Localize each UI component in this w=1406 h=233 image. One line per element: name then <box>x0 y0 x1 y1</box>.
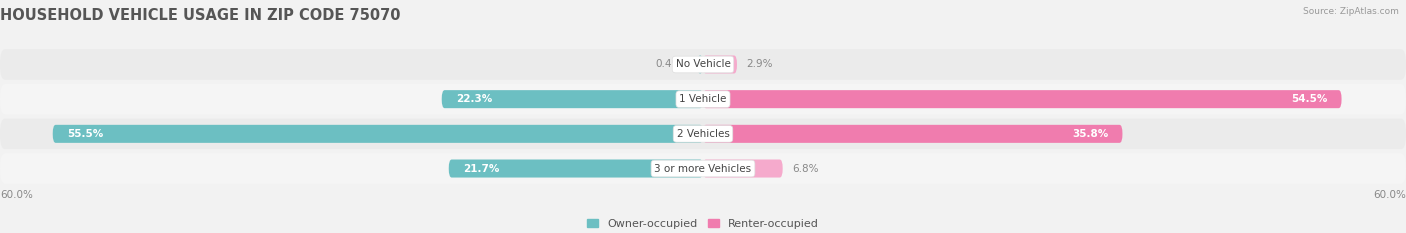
Text: 54.5%: 54.5% <box>1291 94 1327 104</box>
FancyBboxPatch shape <box>697 55 703 73</box>
Text: 21.7%: 21.7% <box>463 164 499 174</box>
Text: 55.5%: 55.5% <box>67 129 103 139</box>
Text: 3 or more Vehicles: 3 or more Vehicles <box>654 164 752 174</box>
FancyBboxPatch shape <box>441 90 703 108</box>
Text: HOUSEHOLD VEHICLE USAGE IN ZIP CODE 75070: HOUSEHOLD VEHICLE USAGE IN ZIP CODE 7507… <box>0 8 401 23</box>
FancyBboxPatch shape <box>0 153 1406 184</box>
FancyBboxPatch shape <box>703 160 783 178</box>
Text: 0.49%: 0.49% <box>655 59 688 69</box>
Legend: Owner-occupied, Renter-occupied: Owner-occupied, Renter-occupied <box>582 214 824 233</box>
Text: 60.0%: 60.0% <box>1374 190 1406 200</box>
FancyBboxPatch shape <box>449 160 703 178</box>
FancyBboxPatch shape <box>0 119 1406 149</box>
Text: 22.3%: 22.3% <box>456 94 492 104</box>
Text: 2.9%: 2.9% <box>747 59 773 69</box>
Text: No Vehicle: No Vehicle <box>675 59 731 69</box>
Text: 1 Vehicle: 1 Vehicle <box>679 94 727 104</box>
FancyBboxPatch shape <box>703 90 1341 108</box>
Text: 2 Vehicles: 2 Vehicles <box>676 129 730 139</box>
Text: Source: ZipAtlas.com: Source: ZipAtlas.com <box>1303 7 1399 16</box>
FancyBboxPatch shape <box>0 84 1406 114</box>
Text: 60.0%: 60.0% <box>0 190 32 200</box>
Text: 6.8%: 6.8% <box>792 164 818 174</box>
Text: 35.8%: 35.8% <box>1073 129 1108 139</box>
FancyBboxPatch shape <box>53 125 703 143</box>
FancyBboxPatch shape <box>703 125 1122 143</box>
FancyBboxPatch shape <box>0 49 1406 80</box>
FancyBboxPatch shape <box>703 55 737 73</box>
